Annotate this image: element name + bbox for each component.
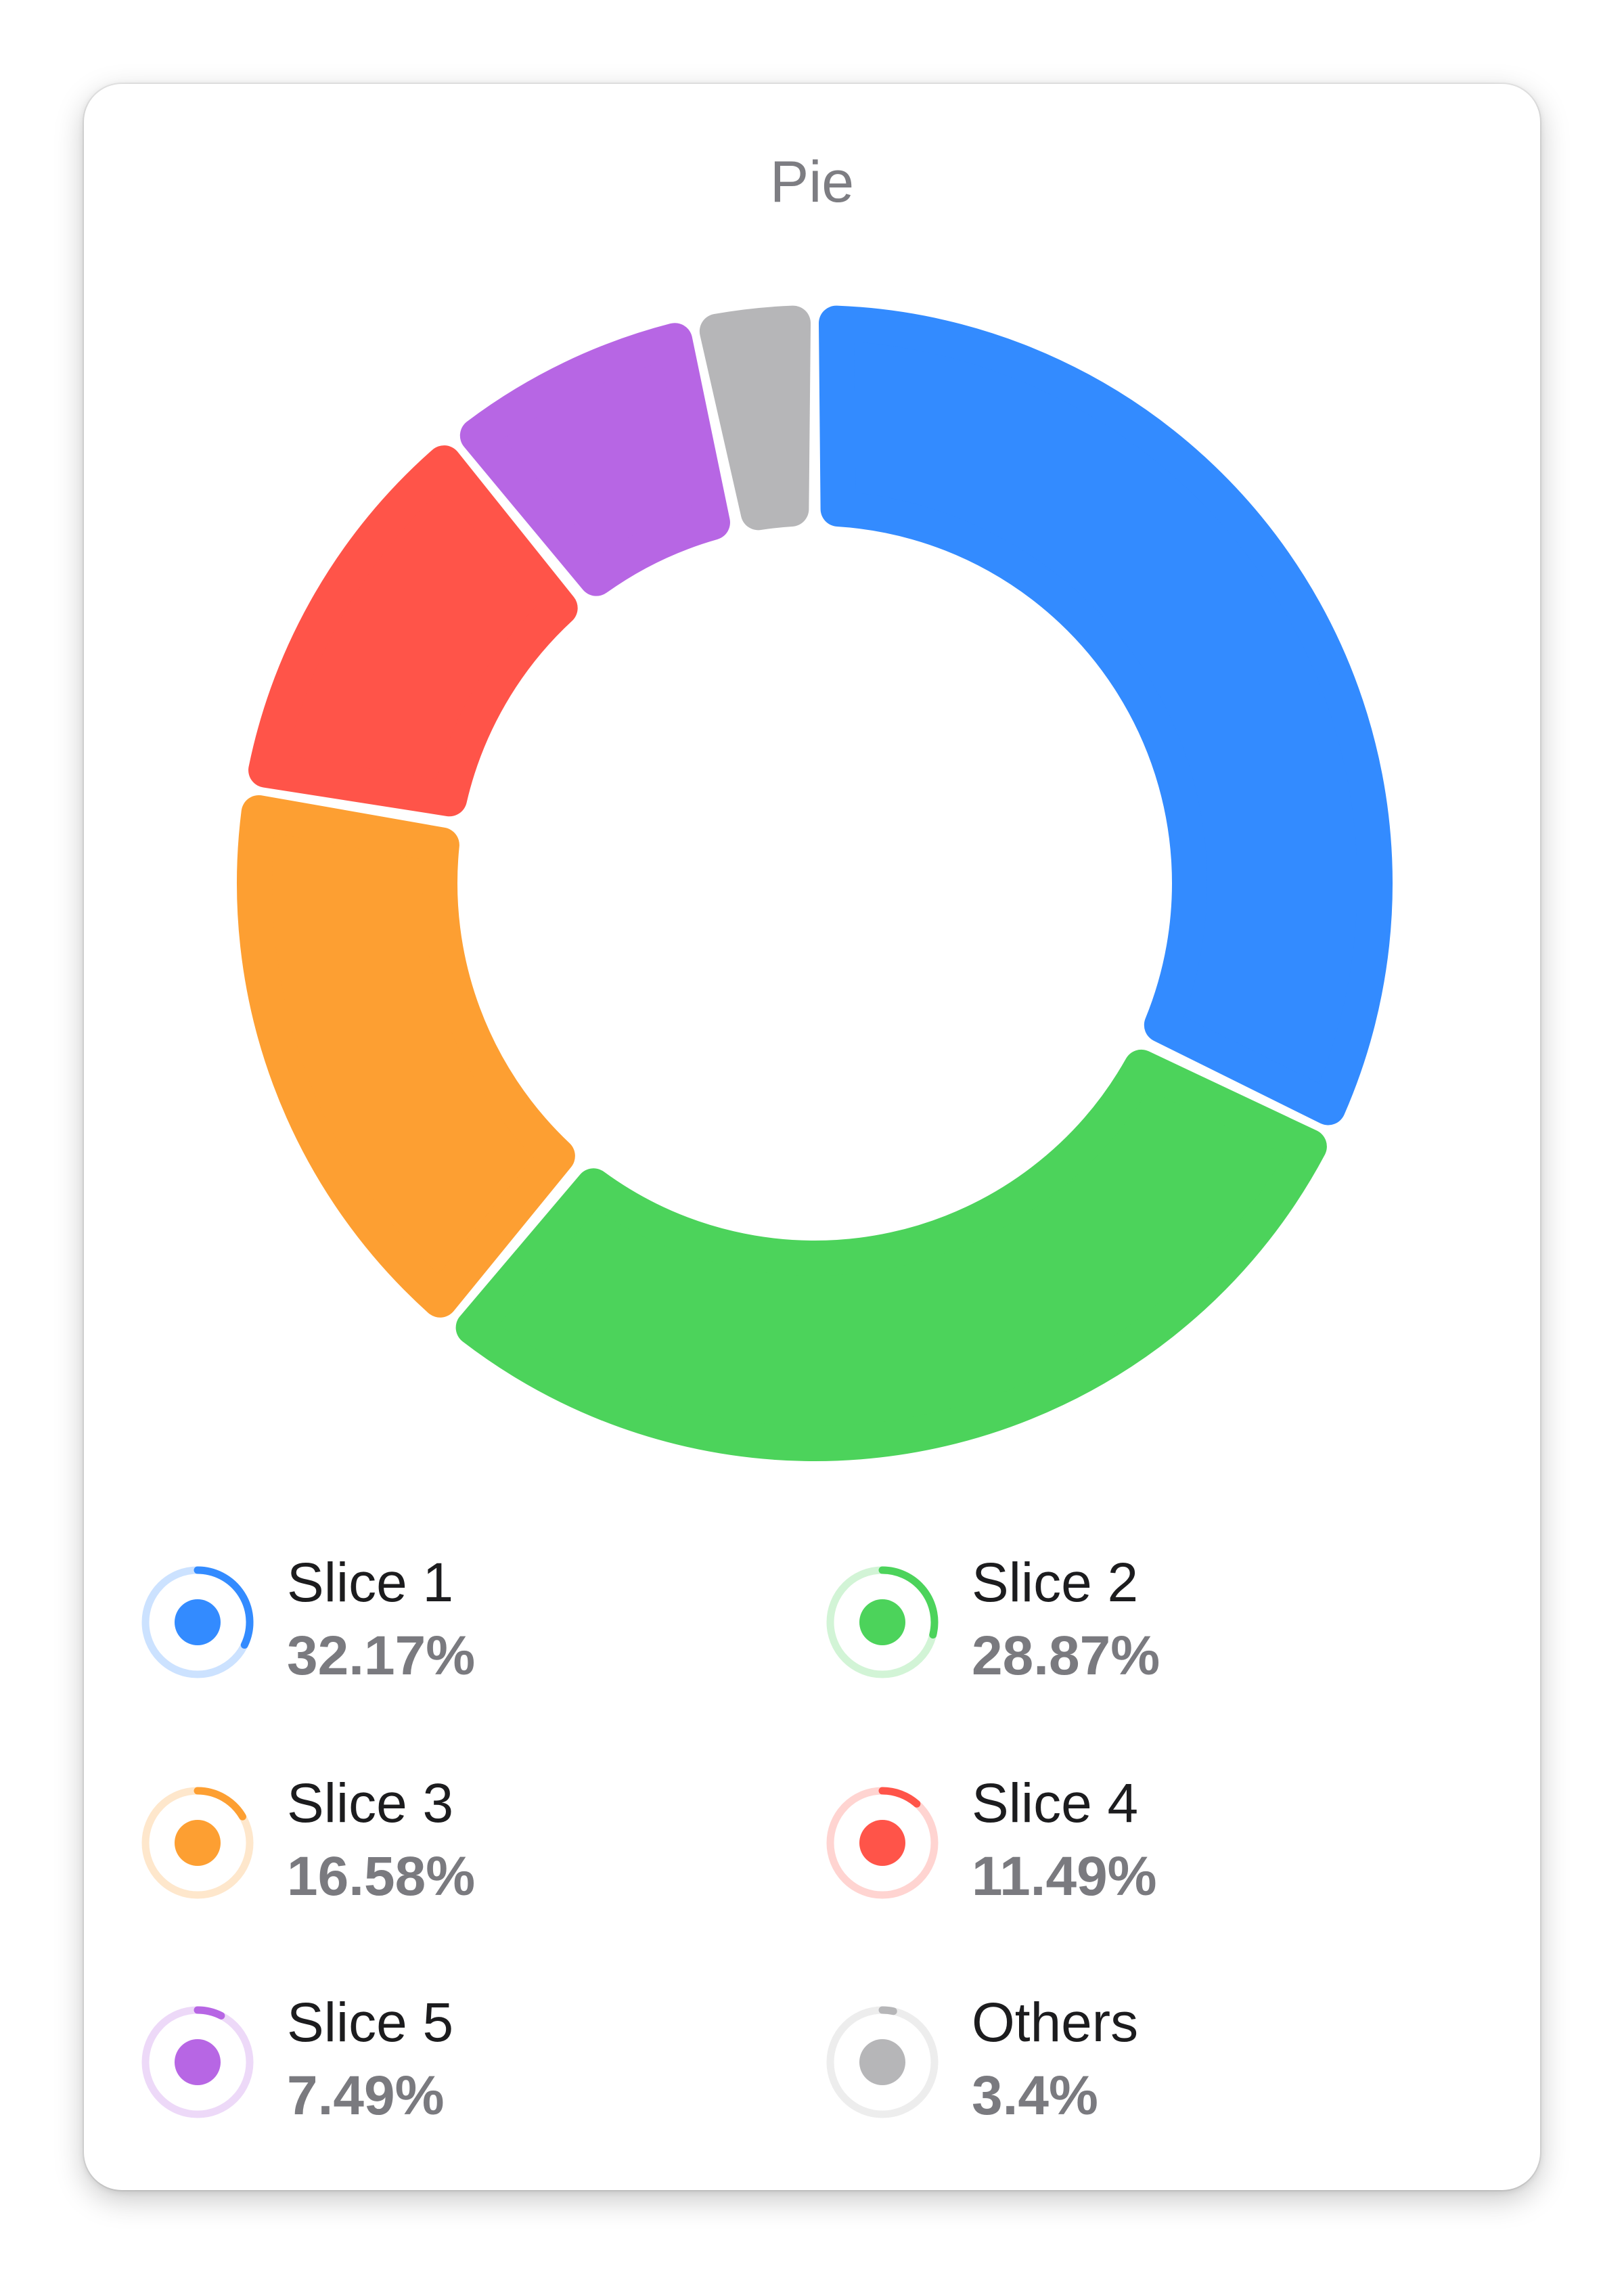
donut-slice-1 [818,305,1393,1125]
donut-slice-4 [248,445,578,817]
legend-ring-progress [878,1787,921,1808]
legend-value: 32.17% [287,1625,476,1687]
legend-ring-icon [826,1787,939,1899]
legend-value: 3.4% [972,2065,1098,2126]
donut-slice-group-1 [818,305,1393,1125]
legend-ring-progress [878,2006,897,2015]
legend-ring-icon [141,2006,254,2118]
legend-item-slice-1: Slice 1 32.17% [137,1549,786,1691]
donut-slice-5 [459,323,730,596]
legend-item-slice-2: Slice 2 28.87% [821,1549,1471,1691]
legend-item-slice-3: Slice 3 16.58% [137,1770,786,1912]
donut-slice-group-3 [237,795,575,1318]
legend-ring-icon [141,1787,254,1899]
donut-slice-2 [455,1049,1327,1461]
chart-title: Pie [769,150,855,215]
donut-slice-3 [237,795,575,1318]
legend-dot [859,1820,905,1866]
legend-ring-progress [194,2006,225,2020]
legend-dot [175,1599,221,1645]
legend-dot [175,2039,221,2085]
legend-ring-progress [194,1787,246,1821]
donut-slice-group-4 [248,445,578,817]
legend-name: Slice 1 [287,1552,454,1613]
legend-ring-icon [826,2006,939,2118]
donut-slice-group-2 [455,1049,1327,1461]
legend-value: 7.49% [287,2065,445,2126]
donut-slice-group-5 [459,323,730,596]
legend-name: Slice 5 [287,1992,454,2053]
donut-slice-group-6 [699,305,811,531]
legend-dot [859,1599,905,1645]
legend-name: Slice 3 [287,1773,454,1834]
legend-dot [859,2039,905,2085]
legend-item-others: Others 3.4% [821,1989,1471,2131]
legend-value: 28.87% [972,1625,1160,1687]
legend-ring-progress [194,1566,254,1649]
legend-ring-icon [826,1566,939,1678]
legend-item-slice-4: Slice 4 11.49% [821,1770,1471,1912]
legend-value: 16.58% [287,1846,476,1907]
legend-value: 11.49% [972,1846,1157,1907]
legend-ring-progress [878,1566,939,1639]
legend-ring-icon [141,1566,254,1678]
legend-dot [175,1820,221,1866]
donut-chart [237,305,1393,1461]
donut-slice-6 [699,305,811,531]
legend-name: Slice 4 [972,1773,1139,1834]
legend-name: Others [972,1992,1139,2053]
legend-item-slice-5: Slice 5 7.49% [137,1989,786,2131]
legend-name: Slice 2 [972,1552,1139,1613]
